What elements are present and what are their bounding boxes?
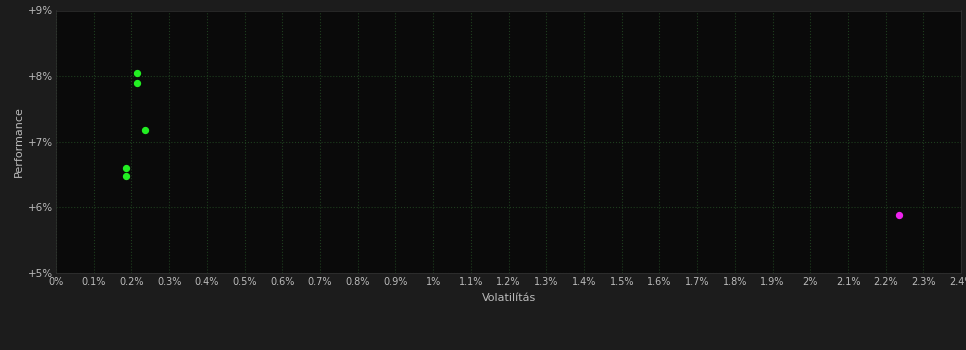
Point [118,173,133,178]
Point [129,80,145,85]
Point [129,71,145,76]
Point [892,212,907,218]
Point [137,127,153,133]
Y-axis label: Performance: Performance [14,106,24,177]
Point [118,165,133,171]
X-axis label: Volatilítás: Volatilítás [481,293,536,303]
